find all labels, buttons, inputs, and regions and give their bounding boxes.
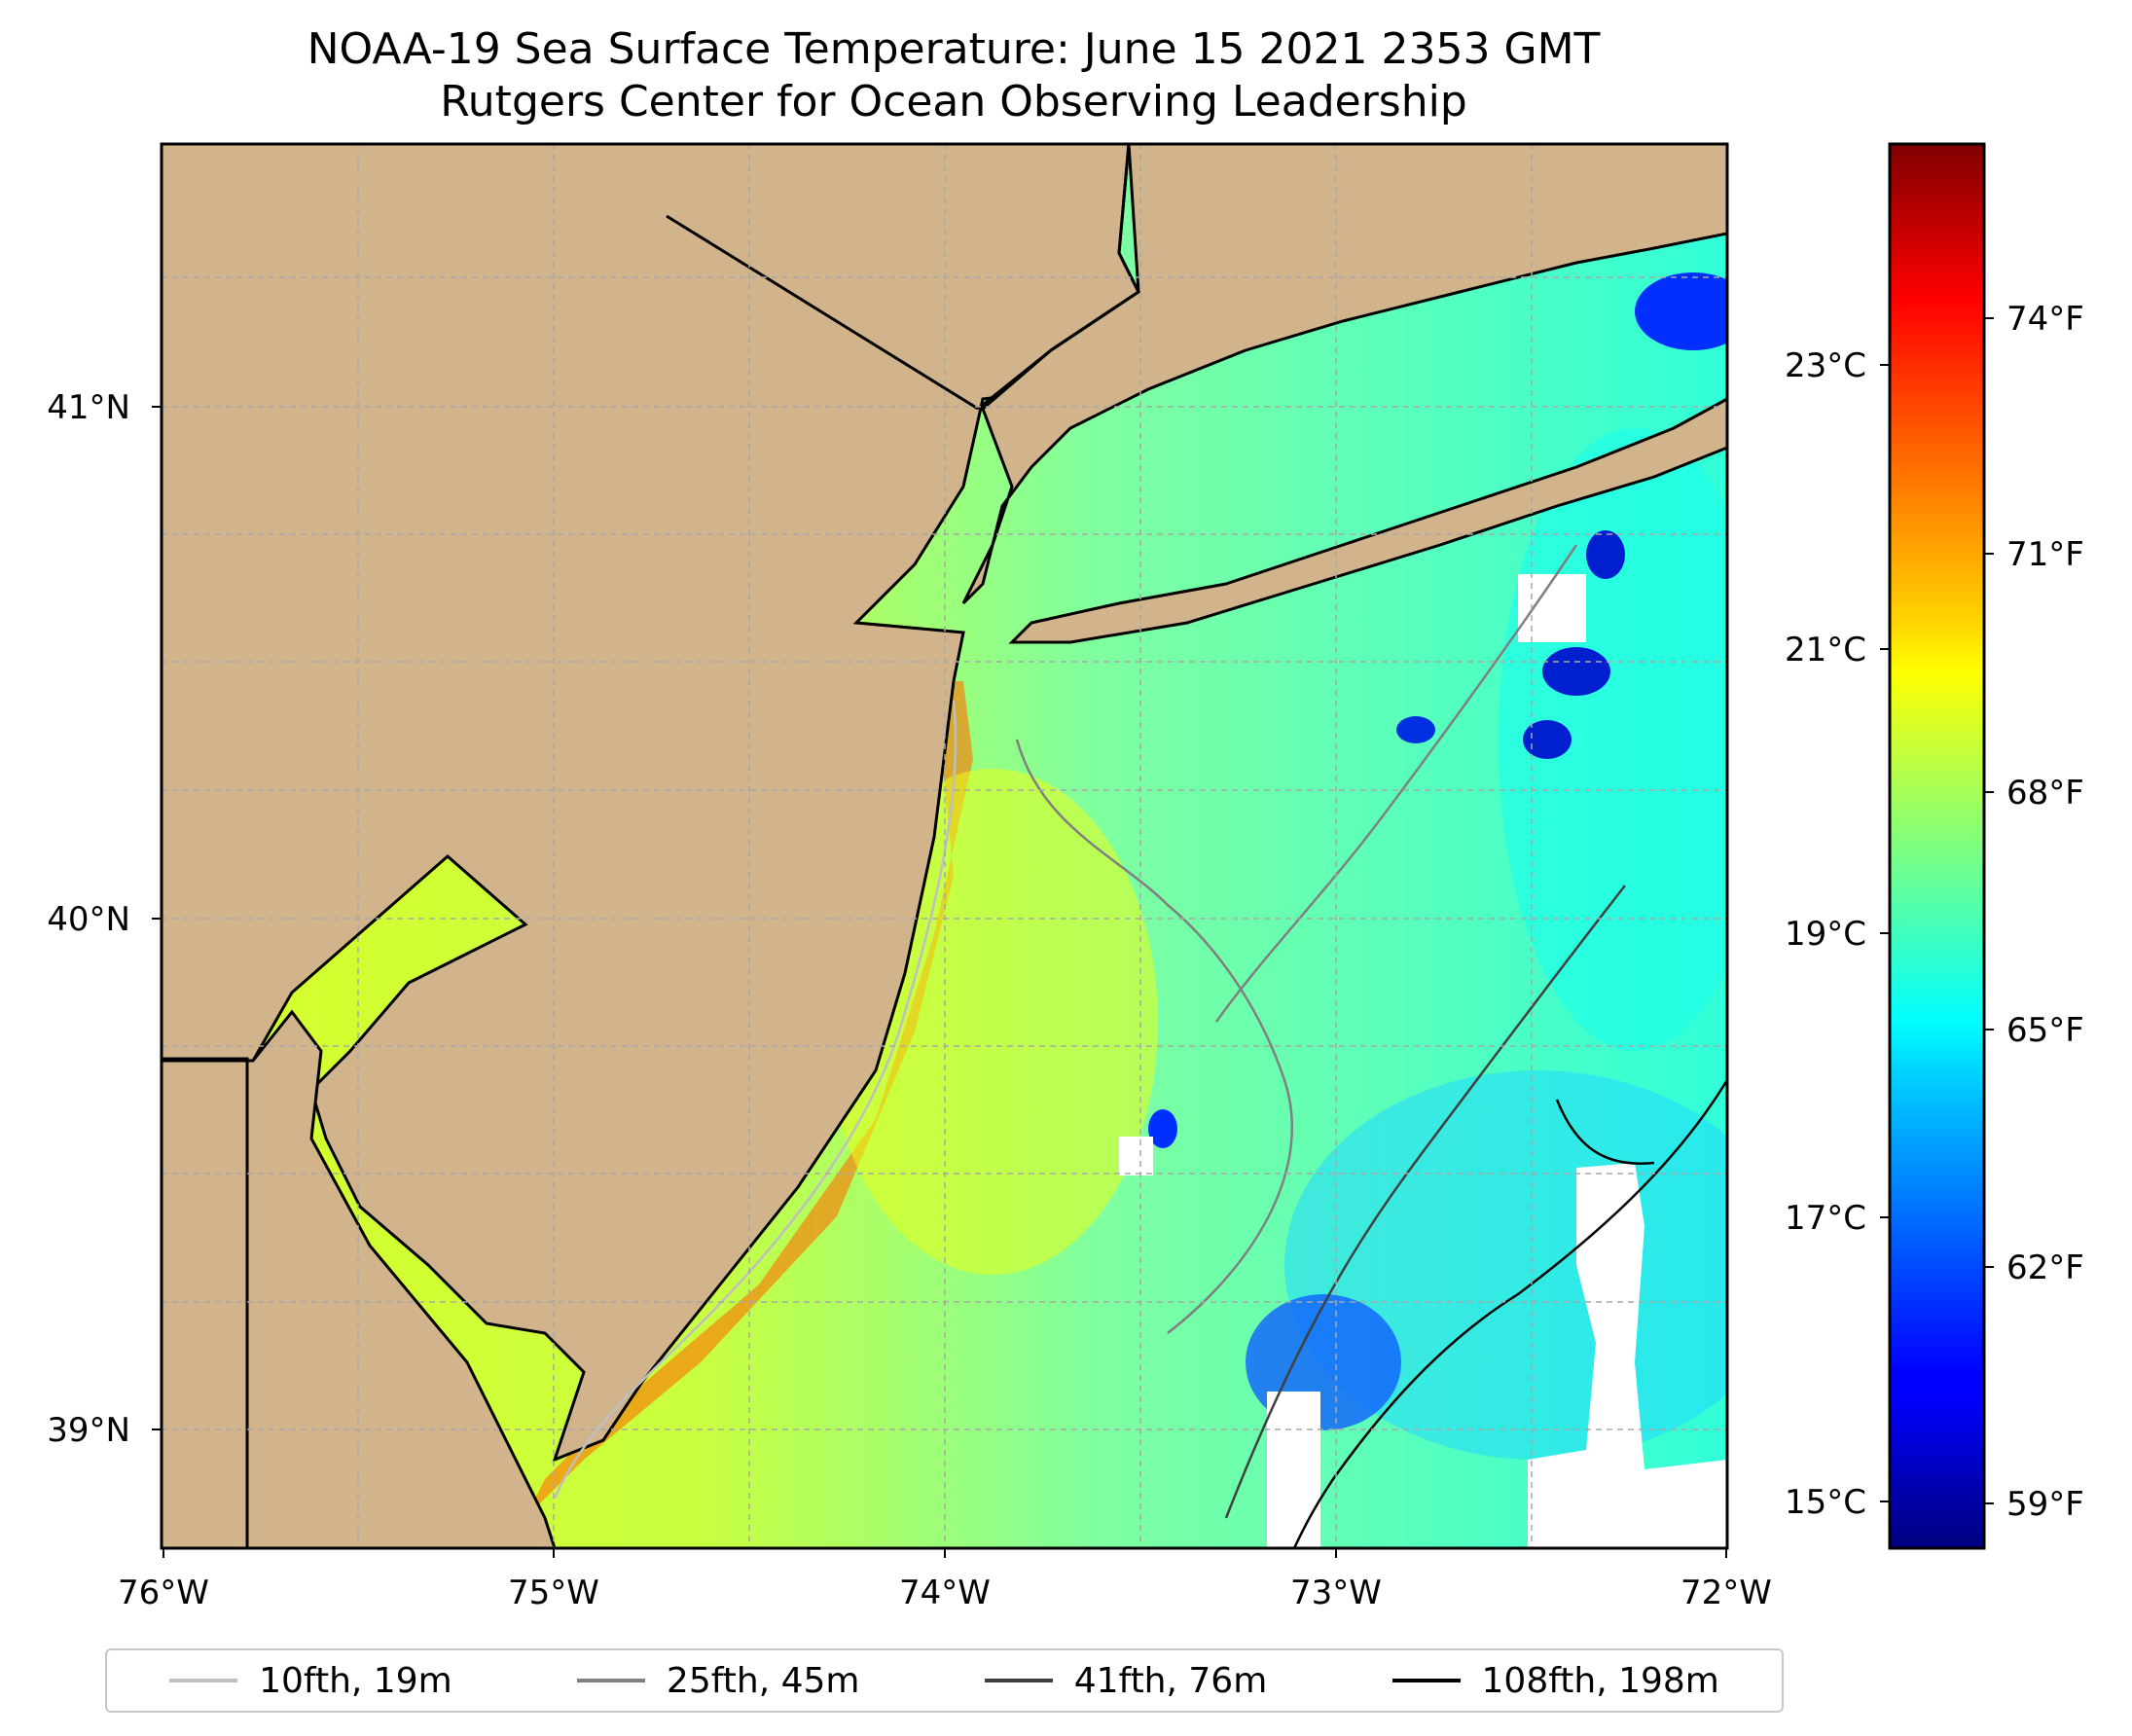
title-line-2: Rutgers Center for Ocean Observing Leade… (440, 77, 1467, 127)
legend-swatch (984, 1679, 1053, 1682)
gridlines (162, 144, 1727, 1548)
no-data-patch (1267, 1392, 1320, 1548)
no-data-patch (1518, 574, 1586, 642)
legend-item-41fth: 41fth, 76m (984, 1660, 1268, 1701)
legend-swatch (1391, 1679, 1461, 1682)
legend-swatch (576, 1679, 645, 1682)
cold-patch (1542, 647, 1610, 696)
cold-patch (1396, 716, 1435, 743)
y-axis: 41°N 40°N 39°N (47, 388, 162, 1450)
isobath-108fth (1292, 1079, 1727, 1548)
y-tick-label: 41°N (47, 388, 130, 427)
cold-patch (1586, 530, 1625, 579)
isobath-41fth (1224, 885, 1626, 1519)
title-line-1: NOAA-19 Sea Surface Temperature: June 15… (307, 24, 1601, 74)
colorbar-gradient (1888, 142, 1986, 1550)
no-data-patch (1528, 1163, 1727, 1548)
no-data-patch (1119, 1137, 1153, 1175)
colorbar-fahrenheit-label: 59°F (2006, 1485, 2084, 1524)
colorbar-fahrenheit-label: 71°F (2006, 535, 2084, 574)
colorbar-celsius-label: 19°C (1785, 915, 1866, 954)
colorbar-celsius-label: 17°C (1785, 1199, 1866, 1238)
x-axis: 76°W 75°W 74°W 73°W 72°W (118, 1548, 1772, 1612)
cold-patch (1635, 272, 1727, 350)
map-title: NOAA-19 Sea Surface Temperature: June 15… (0, 23, 1907, 128)
colorbar-celsius-label: 15°C (1785, 1483, 1866, 1522)
x-tick-label: 75°W (508, 1573, 599, 1612)
legend-label: 25fth, 45m (666, 1660, 860, 1701)
legend-label: 10fth, 19m (259, 1660, 452, 1701)
legend-label: 41fth, 76m (1073, 1660, 1268, 1701)
land-new-york-connecticut (961, 144, 1727, 605)
colorbar-fahrenheit-label: 74°F (2006, 300, 2084, 339)
colorbar: 23°C 21°C 19°C 17°C 15°C 74°F 71°F 68°F … (1785, 142, 2084, 1550)
cold-patch (1523, 720, 1572, 759)
legend-item-108fth: 108fth, 198m (1391, 1660, 1719, 1701)
isobath-legend: 10fth, 19m 25fth, 45m 41fth, 76m 108fth,… (105, 1648, 1784, 1713)
legend-item-10fth: 10fth, 19m (169, 1661, 452, 1701)
x-tick-label: 76°W (118, 1573, 209, 1612)
state-border (977, 144, 1140, 411)
colorbar-fahrenheit-label: 65°F (2006, 1011, 2084, 1050)
state-border (162, 1057, 249, 1548)
colorbar-celsius-label: 21°C (1785, 631, 1866, 669)
legend-item-25fth: 25fth, 45m (576, 1660, 860, 1701)
x-tick-label: 73°W (1290, 1573, 1382, 1612)
isobath-108fth (1555, 1099, 1655, 1165)
isobath-25fth (1214, 544, 1578, 1023)
y-tick-label: 40°N (47, 900, 130, 939)
x-tick-label: 74°W (899, 1573, 991, 1612)
isobath-25fth (1015, 739, 1293, 1334)
cold-patch (1148, 1109, 1177, 1148)
map-plot-area (162, 144, 1727, 1548)
x-tick-label: 72°W (1680, 1573, 1772, 1612)
state-border (666, 214, 979, 411)
legend-swatch (169, 1679, 238, 1682)
colorbar-celsius-label: 23°C (1785, 346, 1866, 385)
y-tick-label: 39°N (47, 1411, 130, 1450)
colorbar-fahrenheit-label: 68°F (2006, 774, 2084, 813)
legend-label: 108fth, 198m (1481, 1660, 1719, 1701)
colorbar-fahrenheit-label: 62°F (2006, 1248, 2084, 1287)
land-long-island (1008, 397, 1727, 644)
